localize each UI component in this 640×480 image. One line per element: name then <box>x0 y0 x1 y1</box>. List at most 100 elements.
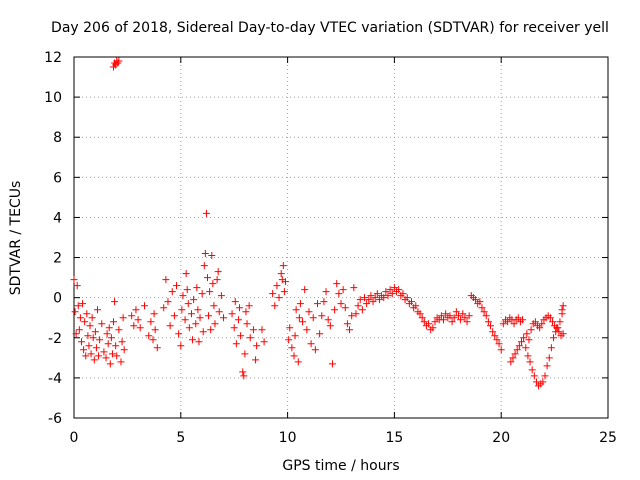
data-point <box>509 354 517 362</box>
data-point <box>72 330 80 338</box>
data-point <box>524 352 532 360</box>
data-point <box>271 302 279 310</box>
data-point <box>130 322 138 330</box>
data-point <box>168 288 176 296</box>
data-point <box>416 310 424 318</box>
data-point <box>527 326 535 334</box>
data-point <box>515 342 523 350</box>
data-point <box>303 326 311 334</box>
data-point <box>446 312 454 320</box>
data-point <box>164 298 172 306</box>
data-point <box>290 352 298 360</box>
y-tick-label: 10 <box>44 90 62 106</box>
data-point <box>523 330 531 338</box>
data-point <box>184 300 192 308</box>
data-point <box>202 209 210 217</box>
data-point <box>239 368 247 376</box>
data-point <box>115 326 123 334</box>
data-point <box>173 282 181 290</box>
data-point <box>110 318 118 326</box>
data-point <box>507 358 515 366</box>
data-point <box>478 304 486 312</box>
data-point <box>147 318 155 326</box>
data-point <box>316 330 324 338</box>
data-point <box>545 354 553 362</box>
data-point <box>309 314 317 322</box>
data-point <box>530 372 538 380</box>
data-point <box>371 294 379 302</box>
data-point <box>175 330 183 338</box>
data-point <box>234 316 242 324</box>
data-point <box>442 310 450 318</box>
data-point <box>431 318 439 326</box>
y-tick-label: -2 <box>48 331 62 347</box>
y-tick-label: 4 <box>53 210 62 226</box>
data-point <box>472 296 480 304</box>
data-point <box>480 308 488 316</box>
data-point <box>307 340 315 348</box>
data-point <box>536 324 544 332</box>
data-point <box>187 310 195 318</box>
data-point <box>280 288 288 296</box>
data-point <box>260 338 268 346</box>
data-point <box>185 324 193 332</box>
data-point <box>339 286 347 294</box>
data-point <box>539 378 547 386</box>
data-point <box>491 332 499 340</box>
y-tick-label: 12 <box>44 50 62 66</box>
data-point <box>463 318 471 326</box>
data-point <box>292 306 300 314</box>
data-point <box>103 330 111 338</box>
data-point <box>532 378 540 386</box>
data-point <box>82 352 90 360</box>
data-point <box>519 316 527 324</box>
data-point <box>294 358 302 366</box>
data-point <box>217 292 225 300</box>
data-point <box>499 320 507 328</box>
data-point <box>192 320 200 328</box>
data-point <box>556 318 564 326</box>
data-point <box>119 314 127 322</box>
data-point <box>96 336 104 344</box>
data-point <box>295 314 303 322</box>
data-point <box>220 314 228 322</box>
data-point <box>390 284 398 292</box>
x-axis-title: GPS time / hours <box>282 458 399 474</box>
data-point <box>253 342 261 350</box>
data-point <box>526 358 534 366</box>
data-point <box>407 298 415 306</box>
data-point <box>384 292 392 300</box>
data-point <box>166 322 174 330</box>
data-point <box>437 312 445 320</box>
data-point <box>555 328 563 336</box>
data-point <box>200 262 208 270</box>
data-point <box>75 326 83 334</box>
data-point <box>343 320 351 328</box>
data-point <box>459 310 467 318</box>
data-point <box>318 312 326 320</box>
data-point <box>118 338 126 346</box>
data-point <box>559 330 567 338</box>
x-tick-label: 25 <box>599 430 617 446</box>
data-point <box>448 318 456 326</box>
data-point <box>91 328 99 336</box>
data-point <box>113 352 121 360</box>
data-point <box>522 344 530 352</box>
data-point <box>531 318 539 326</box>
data-point <box>199 328 207 336</box>
data-point <box>74 302 82 310</box>
data-point <box>209 280 217 288</box>
data-point <box>275 294 283 302</box>
data-point <box>356 296 364 304</box>
data-point <box>179 292 187 300</box>
data-point <box>296 300 304 308</box>
data-point <box>281 278 289 286</box>
data-point <box>181 316 189 324</box>
data-point <box>208 252 216 260</box>
data-point <box>160 304 168 312</box>
data-point <box>320 298 328 306</box>
data-point <box>350 284 358 292</box>
data-point <box>177 342 185 350</box>
data-point <box>134 316 142 324</box>
